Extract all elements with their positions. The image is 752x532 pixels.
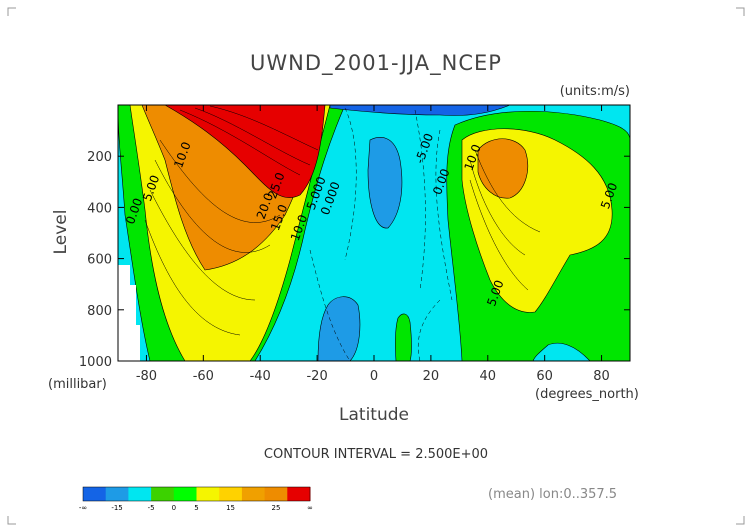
colorbar-label: -5 <box>148 504 155 512</box>
field-missing-data <box>118 265 140 361</box>
y-tick-label: 400 <box>87 201 112 216</box>
x-tick-label: 40 <box>480 369 497 384</box>
y-axis: 200 400 600 800 1000 <box>79 150 630 370</box>
x-axis: -80 -60 -40 -20 0 20 40 60 80 <box>136 105 610 384</box>
colorbar-frame <box>82 486 311 502</box>
chart-title: UWND_2001-JJA_NCEP <box>250 51 502 76</box>
field-blue-eq <box>367 137 403 229</box>
colorbar-swatch <box>173 487 197 501</box>
colorbar-swatch <box>287 487 311 501</box>
contour-interval-text: CONTOUR INTERVAL = 2.500E+00 <box>264 447 488 462</box>
colorbar-label: 25 <box>271 504 280 512</box>
x-tick-label: -80 <box>136 369 157 384</box>
colorbar-label: 15 <box>226 504 235 512</box>
dashed-contours <box>309 107 453 361</box>
colorbar-swatch <box>105 487 129 501</box>
crop-marks <box>7 7 745 525</box>
x-tick-label: 20 <box>423 369 440 384</box>
y-axis-unit: (millibar) <box>48 377 107 392</box>
y-axis-label: Level <box>51 210 71 255</box>
units-label: (units:m/s) <box>560 84 630 99</box>
colorbar-swatch <box>83 487 107 501</box>
y-tick-label: 800 <box>87 304 112 319</box>
colorbar-swatch <box>219 487 243 501</box>
colorbar-label: ∞ <box>307 504 313 512</box>
field-blue-low <box>317 296 361 361</box>
footer-note: (mean) lon:0..357.5 <box>488 487 617 502</box>
x-tick-label: -20 <box>306 369 327 384</box>
colorbar-label: 0 <box>172 504 176 512</box>
colorbar: -∞ -15 -5 0 5 15 25 ∞ <box>79 486 313 512</box>
colorbar-label: 5 <box>194 504 198 512</box>
x-tick-label: -60 <box>193 369 214 384</box>
field-green-eqlow <box>395 313 412 361</box>
colorbar-swatch <box>151 487 175 501</box>
field-red-sh <box>164 105 326 198</box>
y-tick-label: 200 <box>87 150 112 165</box>
colorbar-swatch <box>241 487 266 501</box>
colorbar-label: -15 <box>111 504 122 512</box>
y-tick-label: 600 <box>87 253 112 268</box>
x-tick-label: 0 <box>370 369 378 384</box>
x-tick-label: -40 <box>250 369 271 384</box>
colorbar-swatch <box>196 487 220 501</box>
y-tick-label: 1000 <box>79 355 112 370</box>
x-tick-label: 60 <box>536 369 553 384</box>
plot-area <box>118 105 630 361</box>
colorbar-label: -∞ <box>79 504 87 512</box>
contour-lines <box>144 105 541 336</box>
x-axis-unit: (degrees_north) <box>535 387 639 402</box>
field-blue-top <box>329 105 511 116</box>
x-tick-label: 80 <box>593 369 610 384</box>
colorbar-swatch <box>128 487 152 501</box>
x-axis-label: Latitude <box>339 405 409 425</box>
colorbar-swatch <box>264 487 288 501</box>
